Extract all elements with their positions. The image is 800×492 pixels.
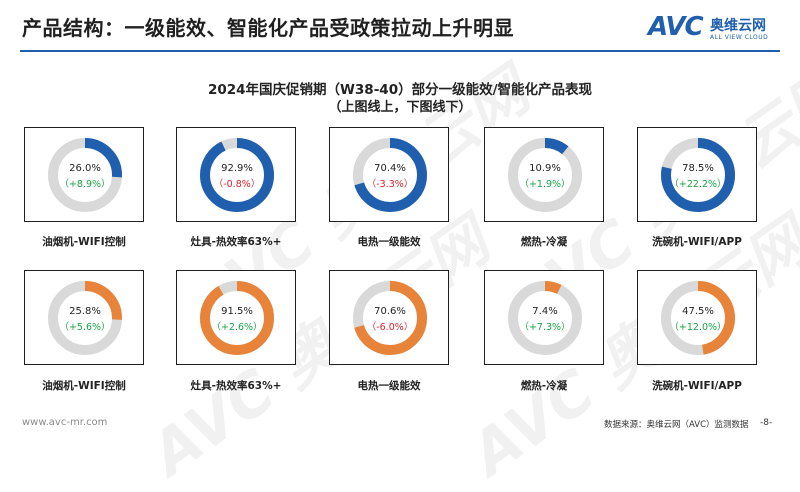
share-value-label: 92.9% — [221, 163, 253, 174]
donut-chart — [508, 281, 582, 355]
donut-chart — [200, 281, 274, 355]
donut-chart — [48, 281, 122, 355]
donut-value-arc — [353, 281, 427, 355]
donut-value-arc — [48, 138, 122, 212]
share-change-label: （+5.6%） — [59, 322, 111, 333]
share-value-label: 26.0% — [69, 163, 101, 174]
category-label: 油烟机-WIFI控制 — [42, 380, 126, 392]
donut-card: 91.5% （+2.6%） — [176, 270, 296, 365]
donut-card: 25.8% （+5.6%） — [24, 270, 144, 365]
share-change-label: （+12.0%） — [669, 322, 727, 333]
share-change-label: （+2.6%） — [211, 322, 263, 333]
donut-value-arc — [48, 281, 122, 355]
logo-mark: AVC — [648, 12, 704, 42]
page-title: 产品结构：一级能效、智能化产品受政策拉动上升明显 — [22, 16, 514, 40]
page-number: -8- — [760, 418, 773, 428]
donut-value-arc — [353, 138, 427, 212]
donut-card: 7.4% （+7.3%） — [484, 270, 604, 365]
avc-logo: AVC 奥维云网 ALL VIEW CLOUD — [648, 12, 783, 48]
donut-value-arc — [508, 281, 582, 355]
category-label: 燃热-冷凝 — [520, 236, 568, 248]
logo-cn-text: 奥维云网 — [710, 18, 766, 34]
share-change-label: （-6.0%） — [366, 322, 414, 333]
donut-chart — [353, 281, 427, 355]
share-change-label: （-3.3%） — [366, 179, 414, 190]
share-change-label: （+7.3%） — [519, 322, 571, 333]
donut-chart — [200, 138, 274, 212]
donut-card: 47.5% （+12.0%） — [637, 270, 757, 365]
share-value-label: 70.6% — [374, 306, 406, 317]
share-value-label: 78.5% — [682, 163, 714, 174]
category-label: 洗碗机-WIFI/APP — [652, 380, 742, 392]
share-value-label: 70.4% — [374, 163, 406, 174]
donut-track — [508, 281, 582, 355]
share-value-label: 7.4% — [532, 306, 558, 317]
category-label: 灶具-热效率63%+ — [190, 380, 282, 392]
share-change-label: （+22.2%） — [669, 179, 727, 190]
donut-chart — [48, 138, 122, 212]
share-value-label: 10.9% — [529, 163, 561, 174]
data-source-note: 数据来源：奥维云网（AVC）监测数据 — [604, 420, 749, 430]
donut-card: 10.9% （+1.9%） — [484, 127, 604, 222]
share-value-label: 91.5% — [221, 306, 253, 317]
chart-title: 2024年国庆促销期（W38-40）部分一级能效/智能化产品表现 — [207, 82, 593, 98]
donut-chart — [661, 281, 735, 355]
donut-card: 70.6% （-6.0%） — [329, 270, 449, 365]
donut-value-arc — [508, 138, 582, 212]
donut-chart — [508, 138, 582, 212]
donut-value-arc — [661, 138, 735, 212]
chart-subtitle: （上图线上，下图线下） — [328, 100, 472, 115]
category-label: 灶具-热效率63%+ — [190, 236, 282, 248]
donut-value-arc — [661, 281, 735, 355]
donut-value-arc — [200, 281, 274, 355]
category-label: 燃热-冷凝 — [520, 380, 568, 392]
category-label: 电热一级能效 — [357, 380, 421, 392]
footer-url[interactable]: www.avc-mr.com — [22, 417, 108, 428]
share-value-label: 47.5% — [682, 306, 714, 317]
category-label: 洗碗机-WIFI/APP — [652, 236, 742, 248]
donut-track — [508, 138, 582, 212]
share-change-label: （-0.8%） — [213, 179, 261, 190]
donut-card: 70.4% （-3.3%） — [329, 127, 449, 222]
donut-card: 92.9% （-0.8%） — [176, 127, 296, 222]
share-value-label: 25.8% — [69, 306, 101, 317]
donut-chart — [353, 138, 427, 212]
donut-chart — [661, 138, 735, 212]
donut-card: 78.5% （+22.2%） — [637, 127, 757, 222]
donut-card: 26.0% （+8.9%） — [24, 127, 144, 222]
share-change-label: （+1.9%） — [519, 179, 571, 190]
share-change-label: （+8.9%） — [59, 179, 111, 190]
category-label: 油烟机-WIFI控制 — [42, 236, 126, 248]
category-label: 电热一级能效 — [357, 236, 421, 248]
donut-value-arc — [200, 138, 274, 212]
logo-en-text: ALL VIEW CLOUD — [710, 34, 769, 41]
header-divider — [20, 50, 780, 52]
